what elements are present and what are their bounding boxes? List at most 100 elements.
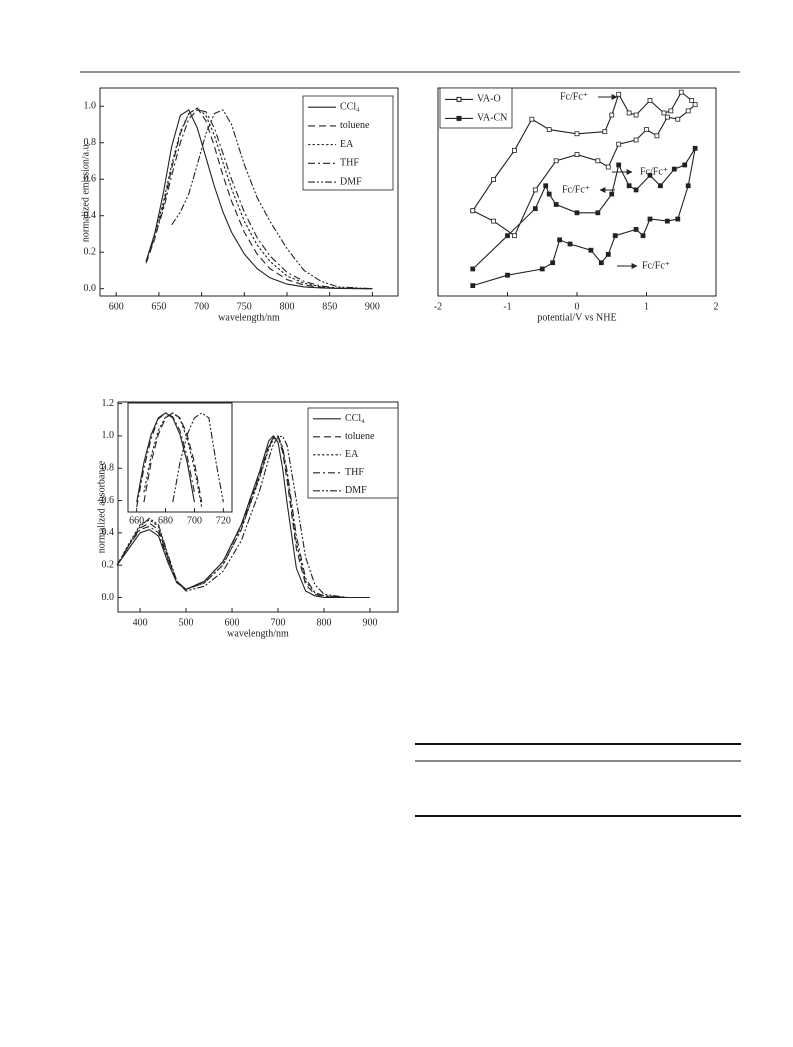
data-marker (678, 89, 684, 95)
y-tick-label: 0.0 (84, 283, 97, 294)
plot-frame (99, 87, 399, 297)
data-marker (644, 127, 649, 132)
legend-label: CCl₄ (345, 413, 365, 424)
legend-label: EA (345, 449, 359, 460)
x-tick-label: 600 (109, 301, 124, 312)
x-tick-label: 500 (179, 617, 194, 628)
data-marker (675, 216, 681, 222)
data-marker (529, 116, 535, 122)
data-marker (633, 187, 639, 193)
data-marker (661, 110, 667, 116)
y-axis-label: normalized absorbance (96, 460, 107, 553)
data-marker (664, 114, 670, 120)
data-marker (470, 208, 476, 214)
x-tick-label: 600 (225, 617, 240, 628)
plot-frame (127, 402, 233, 513)
data-marker (532, 187, 538, 193)
y-tick-label: 0.6 (102, 495, 115, 506)
x-tick-label: 750 (237, 301, 252, 312)
annotation: Fc/Fc⁺ (562, 184, 590, 195)
data-marker (685, 183, 691, 189)
x-tick-label: 900 (365, 301, 380, 312)
legend-box (302, 95, 394, 191)
data-marker (647, 216, 653, 222)
series-line (143, 412, 203, 508)
annotation: Fc/Fc⁺ (560, 91, 588, 102)
data-marker (550, 260, 556, 266)
data-marker (658, 183, 663, 189)
legend-label: DMF (340, 176, 362, 187)
data-marker (616, 162, 622, 168)
y-tick-label: 0.2 (102, 559, 115, 570)
data-marker (470, 283, 476, 289)
x-tick-label: 2 (714, 301, 719, 312)
y-tick-label: 0.4 (102, 527, 115, 538)
x-tick-label: 680 (158, 515, 173, 526)
data-marker (692, 102, 698, 108)
x-tick-label: 1 (644, 301, 649, 312)
x-axis-label: potential/V vs NHE (537, 312, 616, 323)
series-line (171, 109, 373, 290)
data-marker (491, 218, 497, 224)
series-line (143, 412, 203, 503)
data-marker (595, 210, 601, 216)
chart: -2 -1 0 1 2 potential/V vs NHE VA-O VA-CN Fc/Fc⁺… (434, 87, 719, 323)
data-marker (546, 127, 552, 132)
data-marker (546, 191, 552, 197)
data-marker (567, 241, 573, 247)
legend-box (439, 87, 513, 129)
series-line (136, 412, 195, 508)
data-marker (647, 98, 653, 103)
x-tick-label: 700 (187, 515, 202, 526)
x-tick-label: 0 (575, 301, 580, 312)
data-marker (609, 112, 615, 118)
x-tick-label: 700 (271, 617, 286, 628)
data-marker (633, 137, 639, 143)
legend-label: CCl₄ (340, 102, 360, 113)
data-marker (633, 227, 639, 232)
x-tick-label: 720 (216, 515, 231, 526)
data-marker (539, 266, 545, 272)
data-marker (491, 177, 497, 182)
data-marker (574, 210, 580, 216)
data-marker (595, 158, 601, 164)
series-line (116, 435, 370, 599)
legend-label: toluene (340, 120, 370, 131)
data-marker (654, 133, 660, 139)
series-line (116, 435, 370, 599)
series-line (136, 412, 195, 503)
data-marker (470, 266, 476, 272)
data-marker (616, 141, 622, 147)
y-axis-label: normalized emission/a.u. (80, 142, 91, 242)
data-marker (633, 112, 639, 118)
series-line (172, 412, 224, 503)
series-line (145, 109, 373, 290)
y-tick-label: 0.6 (84, 174, 97, 185)
y-tick-label: 0.8 (102, 463, 115, 474)
data-marker (671, 166, 677, 172)
x-tick-label: -2 (434, 301, 442, 312)
data-marker (505, 272, 510, 278)
legend-marker (456, 115, 462, 121)
series-line (116, 435, 370, 599)
data-marker (689, 98, 695, 103)
data-marker (598, 260, 604, 266)
data-marker (668, 108, 674, 114)
x-tick-label: 800 (316, 617, 331, 628)
y-tick-label: 1.0 (102, 430, 115, 441)
legend-label: THF (340, 158, 359, 169)
series-line (145, 109, 373, 290)
chart: 400 500 600 700 800 900 0.0 0.2 0.4 0.6 0.8 1.0 1.2 w… (96, 398, 399, 639)
x-tick-label: 800 (279, 301, 294, 312)
annotation: Fc/Fc⁺ (642, 260, 670, 271)
x-tick-label: 700 (194, 301, 209, 312)
data-marker (505, 233, 510, 239)
legend-label: EA (340, 139, 354, 150)
data-marker (605, 164, 611, 170)
x-tick-label: 660 (129, 515, 144, 526)
data-marker (626, 110, 632, 116)
data-marker (682, 162, 688, 168)
data-marker (557, 237, 563, 243)
data-marker (512, 147, 517, 153)
